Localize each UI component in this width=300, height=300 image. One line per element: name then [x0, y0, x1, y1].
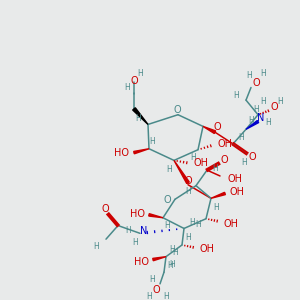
Text: O: O	[152, 285, 160, 295]
Text: OH: OH	[200, 244, 215, 254]
Text: H: H	[167, 261, 173, 270]
Text: O: O	[252, 78, 260, 88]
Text: H: H	[169, 260, 175, 269]
Text: O: O	[220, 155, 228, 165]
Text: O: O	[173, 105, 181, 115]
Polygon shape	[134, 149, 149, 154]
Text: H: H	[189, 218, 195, 227]
Text: H: H	[166, 165, 172, 174]
Text: H: H	[190, 153, 196, 162]
Text: H: H	[164, 221, 170, 230]
Text: HO: HO	[134, 256, 149, 266]
Text: H: H	[135, 114, 141, 123]
Text: OH: OH	[228, 174, 243, 184]
Text: H: H	[146, 292, 152, 300]
Text: H: H	[149, 274, 155, 284]
Polygon shape	[211, 192, 225, 198]
Text: HO: HO	[130, 209, 145, 219]
Text: H: H	[163, 292, 169, 300]
Text: H: H	[195, 220, 201, 229]
Text: H: H	[185, 187, 191, 196]
Text: H: H	[238, 133, 244, 142]
Text: H: H	[260, 69, 266, 78]
Text: H: H	[169, 245, 175, 254]
Text: H: H	[185, 233, 191, 242]
Text: H: H	[260, 97, 266, 106]
Text: O: O	[130, 76, 138, 86]
Text: O: O	[101, 204, 109, 214]
Polygon shape	[149, 214, 163, 218]
Text: HO: HO	[114, 148, 129, 158]
Polygon shape	[203, 126, 216, 134]
Polygon shape	[133, 108, 148, 124]
Text: H: H	[213, 202, 219, 211]
Text: O: O	[213, 122, 221, 132]
Text: H: H	[265, 118, 271, 127]
Text: H: H	[253, 105, 259, 114]
Text: H: H	[241, 158, 247, 167]
Text: N: N	[257, 112, 265, 123]
Text: H: H	[124, 83, 130, 92]
Text: H: H	[246, 71, 252, 80]
Text: O: O	[248, 152, 256, 161]
Text: H: H	[277, 97, 283, 106]
Polygon shape	[174, 160, 189, 184]
Text: H: H	[137, 69, 143, 78]
Polygon shape	[153, 257, 166, 261]
Text: O: O	[184, 176, 192, 186]
Text: H: H	[212, 164, 218, 173]
Text: O: O	[163, 195, 171, 205]
Text: OH: OH	[224, 219, 239, 229]
Polygon shape	[246, 121, 259, 129]
Text: H: H	[149, 137, 155, 146]
Text: H: H	[248, 116, 254, 125]
Text: H: H	[172, 248, 178, 257]
Text: OH: OH	[218, 139, 233, 149]
Text: O: O	[270, 102, 278, 112]
Text: H: H	[132, 238, 138, 247]
Text: N: N	[140, 226, 148, 236]
Text: H: H	[125, 226, 131, 235]
Text: OH: OH	[229, 187, 244, 196]
Text: H: H	[233, 91, 239, 100]
Text: OH: OH	[194, 158, 209, 168]
Text: H: H	[93, 242, 99, 251]
